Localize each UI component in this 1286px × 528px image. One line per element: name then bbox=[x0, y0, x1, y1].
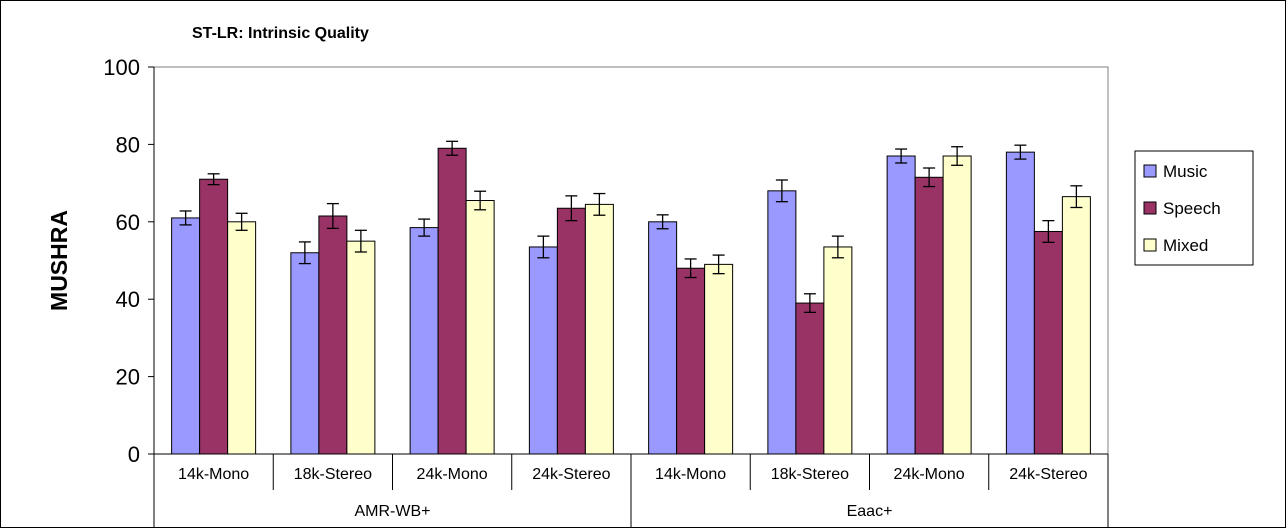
y-tick-label: 40 bbox=[116, 287, 140, 312]
x-group-label: AMR-WB+ bbox=[355, 503, 431, 520]
bar-mixed bbox=[823, 246, 853, 455]
legend-label-speech: Speech bbox=[1163, 199, 1221, 218]
bar-mixed bbox=[465, 200, 495, 455]
bar-music bbox=[171, 217, 201, 455]
bar-speech bbox=[318, 215, 348, 455]
bar-mixed bbox=[584, 203, 614, 455]
legend-label-mixed: Mixed bbox=[1163, 236, 1208, 255]
bar-speech bbox=[1033, 230, 1063, 455]
legend-swatch-mixed bbox=[1143, 238, 1157, 252]
bar-speech bbox=[914, 176, 944, 455]
x-tick-label: 18k-Stereo bbox=[294, 466, 372, 483]
bar-mixed bbox=[942, 155, 972, 455]
bar-music bbox=[409, 227, 439, 455]
bar-speech bbox=[795, 302, 825, 455]
bar-mixed bbox=[1061, 196, 1091, 455]
bar-speech bbox=[199, 178, 229, 455]
legend-label-music: Music bbox=[1163, 162, 1208, 181]
x-tick-label: 14k-Mono bbox=[655, 466, 726, 483]
bar-speech bbox=[556, 207, 586, 455]
x-tick-label: 24k-Mono bbox=[894, 466, 965, 483]
x-tick-label: 14k-Mono bbox=[178, 466, 249, 483]
bar-music bbox=[648, 221, 678, 455]
bar-mixed bbox=[346, 240, 376, 455]
bar-mixed bbox=[227, 221, 257, 455]
bar-speech bbox=[437, 147, 467, 455]
x-tick-label: 24k-Mono bbox=[417, 466, 488, 483]
x-group-label: Eaac+ bbox=[847, 503, 893, 520]
y-tick-label: 60 bbox=[116, 210, 140, 235]
chart-title: ST-LR: Intrinsic Quality bbox=[192, 25, 369, 42]
y-tick-label: 20 bbox=[116, 365, 140, 390]
bar-music bbox=[528, 246, 558, 455]
y-tick-label: 0 bbox=[128, 442, 140, 467]
x-tick-label: 18k-Stereo bbox=[771, 466, 849, 483]
bar-music bbox=[886, 155, 916, 455]
bar-speech bbox=[676, 267, 706, 455]
x-tick-label: 24k-Stereo bbox=[1009, 466, 1087, 483]
legend-swatch-speech bbox=[1143, 201, 1157, 215]
x-tick-label: 24k-Stereo bbox=[532, 466, 610, 483]
y-tick-label: 100 bbox=[103, 55, 140, 80]
bar-music bbox=[767, 190, 797, 455]
bar-mixed bbox=[704, 263, 734, 455]
legend-swatch-music bbox=[1143, 164, 1157, 178]
bar-music bbox=[290, 252, 320, 455]
y-axis-label: MUSHRA bbox=[46, 210, 72, 311]
bar-music bbox=[1005, 151, 1035, 455]
y-tick-label: 80 bbox=[116, 132, 140, 157]
